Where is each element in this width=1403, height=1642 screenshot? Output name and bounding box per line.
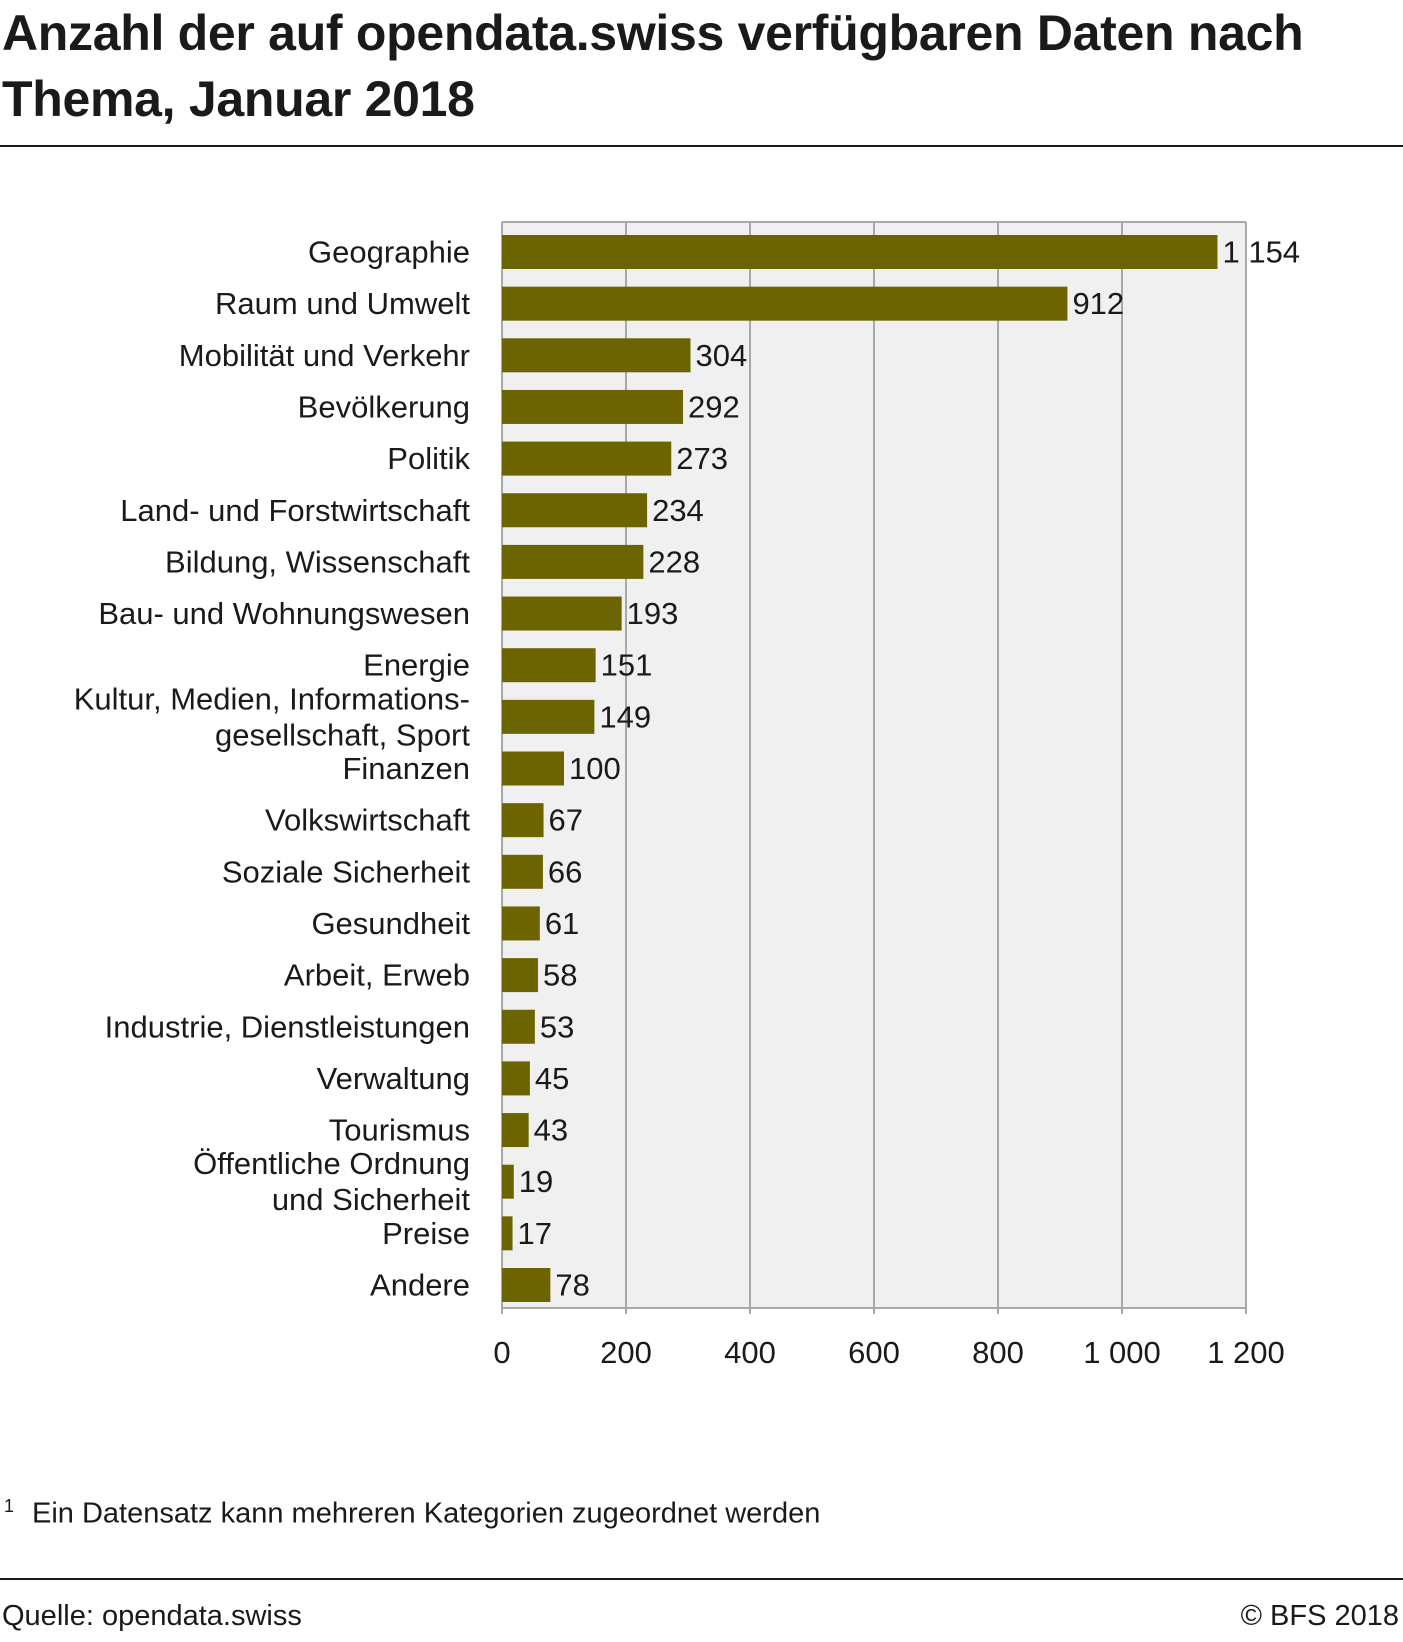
value-label-12: 66 (548, 854, 582, 889)
value-label-6: 228 (648, 544, 700, 579)
category-label-15-0: Industrie, Dienstleistungen (105, 1009, 470, 1044)
x-tick-label-0: 0 (493, 1335, 510, 1370)
title-divider (0, 145, 1403, 147)
value-label-15: 53 (540, 1009, 574, 1044)
category-label-10-0: Finanzen (342, 751, 470, 786)
category-label-18-1: und Sicherheit (272, 1182, 471, 1217)
category-label-9-0: Kultur, Medien, Informations- (74, 681, 470, 716)
category-label-3-0: Bevölkerung (298, 389, 470, 424)
category-label-6-0: Bildung, Wissenschaft (165, 544, 470, 579)
x-tick-label-3: 600 (848, 1335, 900, 1370)
category-label-1-0: Raum und Umwelt (215, 286, 470, 321)
bar-14 (502, 958, 538, 993)
x-tick-label-2: 400 (724, 1335, 776, 1370)
value-label-13: 61 (545, 906, 579, 941)
value-label-0: 1 154 (1222, 235, 1300, 270)
value-label-18: 19 (519, 1164, 553, 1199)
category-label-17-0: Tourismus (329, 1113, 470, 1148)
copyright-notice: © BFS 2018 (1240, 1600, 1399, 1632)
category-label-20-0: Andere (370, 1268, 470, 1303)
bar-1 (502, 286, 1068, 321)
bar-5 (502, 493, 648, 528)
x-tick-label-5: 1 000 (1083, 1335, 1161, 1370)
footnote-text: Ein Datensatz kann mehreren Kategorien z… (32, 1497, 821, 1530)
value-label-4: 273 (676, 441, 728, 476)
category-label-5-0: Land- und Forstwirtschaft (120, 493, 470, 528)
value-label-17: 43 (534, 1113, 568, 1148)
category-label-4-0: Politik (387, 441, 470, 476)
value-label-7: 193 (627, 596, 679, 631)
value-label-19: 17 (518, 1216, 552, 1251)
x-tick-label-4: 800 (972, 1335, 1024, 1370)
value-label-2: 304 (695, 338, 747, 373)
bar-9 (502, 699, 595, 734)
category-label-18-0: Öffentliche Ordnung (193, 1146, 470, 1181)
bar-20 (502, 1268, 551, 1302)
source-credit: Quelle: opendata.swiss (2, 1600, 302, 1632)
value-label-3: 292 (688, 389, 740, 424)
bar-13 (502, 906, 540, 941)
value-label-1: 912 (1072, 286, 1124, 321)
bar-12 (502, 854, 543, 889)
category-label-9-1: gesellschaft, Sport (215, 717, 470, 752)
footnote-marker: 1 (4, 1496, 15, 1516)
bar-15 (502, 1009, 535, 1044)
category-label-14-0: Arbeit, Erweb (284, 958, 470, 993)
bar-19 (502, 1216, 513, 1251)
category-label-16-0: Verwaltung (317, 1061, 470, 1096)
bar-4 (502, 441, 672, 476)
value-label-14: 58 (543, 958, 577, 993)
category-label-8-0: Energie (363, 648, 470, 683)
bar-17 (502, 1113, 529, 1148)
category-label-2-0: Mobilität und Verkehr (179, 338, 470, 373)
bar-18 (502, 1164, 514, 1199)
category-label-12-0: Soziale Sicherheit (222, 854, 471, 889)
bar-8 (502, 648, 596, 683)
bar-7 (502, 596, 622, 631)
category-label-0-0: Geographie (308, 235, 470, 270)
value-label-9: 149 (599, 699, 651, 734)
value-label-5: 234 (652, 493, 704, 528)
category-label-19-0: Preise (382, 1216, 470, 1251)
category-label-13-0: Gesundheit (311, 906, 470, 941)
bar-0 (502, 235, 1218, 269)
footnote: 1 Ein Datensatz kann mehreren Kategorien … (4, 1488, 820, 1532)
x-tick-label-6: 1 200 (1207, 1335, 1285, 1370)
bar-10 (502, 751, 564, 786)
value-label-10: 100 (569, 751, 621, 786)
x-tick-label-1: 200 (600, 1335, 652, 1370)
bar-11 (502, 803, 544, 838)
category-label-11-0: Volkswirtschaft (265, 803, 470, 838)
category-label-7-0: Bau- und Wohnungswesen (98, 596, 470, 631)
chart-title: Anzahl der auf opendata.swiss verfügbare… (2, 5, 1304, 127)
value-label-20: 78 (555, 1268, 589, 1303)
bar-6 (502, 544, 644, 579)
value-label-8: 151 (601, 648, 653, 683)
bar-chart: 0 200 400 600 800 1 000 1 200 Geographie 1 154 Ra… (74, 221, 1300, 1370)
value-label-16: 45 (535, 1061, 569, 1096)
bar-16 (502, 1061, 530, 1096)
value-label-11: 67 (549, 803, 583, 838)
bar-3 (502, 389, 684, 424)
footer-divider (0, 1578, 1403, 1580)
bar-2 (502, 338, 691, 373)
